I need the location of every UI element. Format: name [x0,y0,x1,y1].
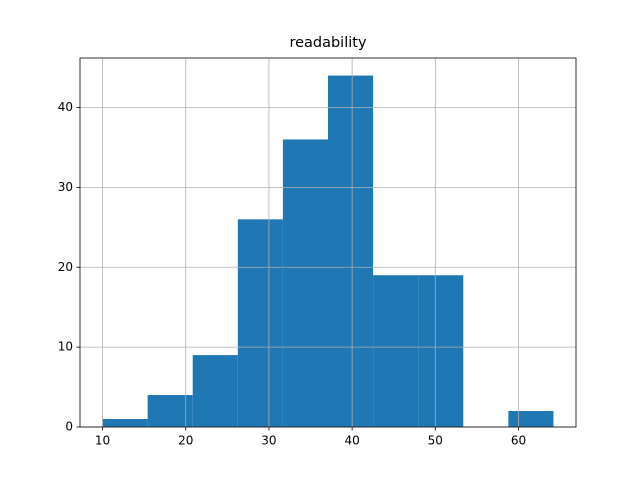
x-tick-label: 10 [95,434,110,448]
y-tick-label: 40 [58,100,73,114]
chart-title: readability [289,35,367,51]
y-tick-label: 0 [65,420,73,434]
y-tick-label: 30 [58,180,73,194]
bar [147,395,193,427]
x-tick-label: 30 [261,434,276,448]
x-tick-label: 60 [511,434,526,448]
y-tick-label: 10 [58,340,73,354]
y-tick-label: 20 [58,260,73,274]
plot-frame [79,57,577,428]
bar [237,219,283,427]
bar [282,139,328,427]
bar [328,75,374,428]
x-tick-label: 20 [178,434,193,448]
x-tick-label: 50 [428,434,443,448]
bar [418,275,464,427]
x-tick-label: 40 [344,434,359,448]
bar [192,355,238,427]
bar [373,275,419,427]
bar [508,411,554,427]
bar [102,419,148,427]
